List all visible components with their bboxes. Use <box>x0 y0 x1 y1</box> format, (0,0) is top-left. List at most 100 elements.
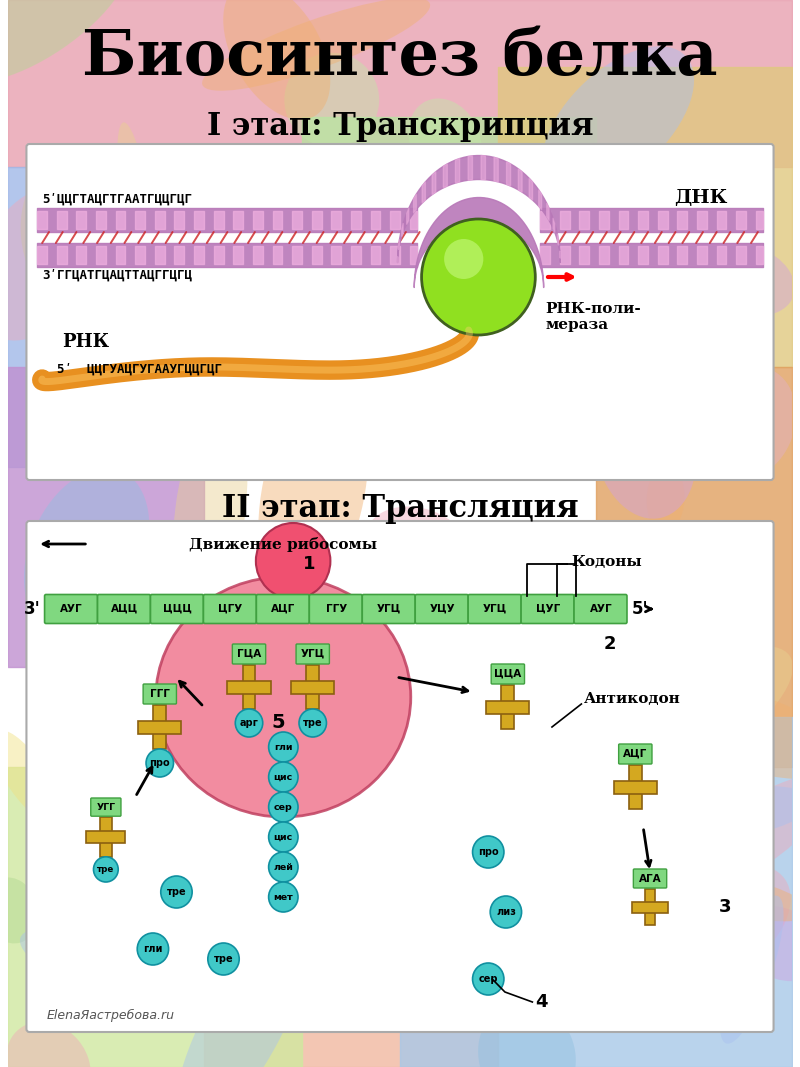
Ellipse shape <box>450 323 543 409</box>
Circle shape <box>269 882 298 912</box>
Ellipse shape <box>175 917 310 1067</box>
Ellipse shape <box>162 211 266 320</box>
Text: цис: цис <box>274 773 293 781</box>
Circle shape <box>256 523 330 599</box>
Text: гли: гли <box>274 743 293 751</box>
Ellipse shape <box>607 205 722 289</box>
Bar <box>291 681 334 694</box>
Ellipse shape <box>152 621 199 822</box>
Ellipse shape <box>702 244 794 316</box>
Ellipse shape <box>156 577 410 817</box>
Ellipse shape <box>423 536 560 696</box>
Text: Антикодон: Антикодон <box>584 692 681 706</box>
Bar <box>486 701 530 714</box>
Ellipse shape <box>235 774 360 864</box>
Circle shape <box>269 822 298 853</box>
Ellipse shape <box>412 858 466 925</box>
Ellipse shape <box>215 722 283 886</box>
Text: 5: 5 <box>272 713 286 732</box>
Text: тре: тре <box>166 887 186 897</box>
Text: сер: сер <box>274 802 293 812</box>
Ellipse shape <box>614 861 800 921</box>
FancyBboxPatch shape <box>143 684 177 704</box>
Circle shape <box>422 219 535 335</box>
FancyBboxPatch shape <box>468 594 521 623</box>
Text: ЦУГ: ЦУГ <box>536 604 560 614</box>
Ellipse shape <box>650 221 731 312</box>
Text: мет: мет <box>274 892 293 902</box>
FancyBboxPatch shape <box>634 869 666 888</box>
Ellipse shape <box>263 612 337 698</box>
Text: цис: цис <box>274 832 293 842</box>
Text: I этап: Транскрипция: I этап: Транскрипция <box>206 111 594 143</box>
Ellipse shape <box>409 98 482 182</box>
Ellipse shape <box>21 163 114 306</box>
Bar <box>645 889 655 925</box>
Ellipse shape <box>542 46 694 194</box>
Bar <box>629 765 642 809</box>
Bar <box>154 705 166 749</box>
Text: 1: 1 <box>303 555 315 573</box>
FancyBboxPatch shape <box>491 664 525 684</box>
Text: ГГУ: ГГУ <box>326 604 347 614</box>
FancyBboxPatch shape <box>362 594 415 623</box>
FancyBboxPatch shape <box>521 594 574 623</box>
Ellipse shape <box>20 928 187 1008</box>
Text: 3': 3' <box>23 600 40 618</box>
FancyBboxPatch shape <box>90 798 121 816</box>
Circle shape <box>269 853 298 882</box>
Text: Кодоны: Кодоны <box>571 555 642 569</box>
Ellipse shape <box>594 376 696 519</box>
Text: УГГ: УГГ <box>96 802 115 812</box>
Circle shape <box>269 792 298 822</box>
Text: АГА: АГА <box>638 874 662 883</box>
FancyBboxPatch shape <box>256 594 310 623</box>
Ellipse shape <box>118 123 164 343</box>
Ellipse shape <box>365 507 470 587</box>
Ellipse shape <box>627 786 800 844</box>
Ellipse shape <box>0 877 38 943</box>
Text: 2: 2 <box>604 635 617 653</box>
Circle shape <box>208 943 239 975</box>
Circle shape <box>299 708 326 737</box>
Ellipse shape <box>93 328 154 401</box>
Text: АУГ: АУГ <box>590 604 612 614</box>
FancyBboxPatch shape <box>26 521 774 1032</box>
Text: ElenaЯастребова.ru: ElenaЯастребова.ru <box>47 1009 175 1022</box>
Ellipse shape <box>0 186 98 340</box>
Circle shape <box>444 239 483 278</box>
Text: лиз: лиз <box>496 907 516 917</box>
FancyBboxPatch shape <box>574 594 627 623</box>
Text: гли: гли <box>143 944 162 954</box>
Ellipse shape <box>110 682 225 831</box>
Circle shape <box>138 933 169 965</box>
Text: лей: лей <box>274 862 294 872</box>
Ellipse shape <box>105 904 292 1002</box>
Ellipse shape <box>223 0 330 120</box>
Ellipse shape <box>150 181 246 276</box>
Text: 3ʹГГЦАТГЦАЦТТАЦГГЦГЦ: 3ʹГГЦАТГЦАЦТТАЦГГЦГЦ <box>42 269 192 282</box>
Bar <box>614 780 657 794</box>
Circle shape <box>161 876 192 908</box>
Circle shape <box>94 857 118 882</box>
FancyBboxPatch shape <box>98 594 150 623</box>
Ellipse shape <box>598 647 793 790</box>
Ellipse shape <box>177 599 358 697</box>
Circle shape <box>473 837 504 867</box>
FancyBboxPatch shape <box>150 594 203 623</box>
Ellipse shape <box>720 895 783 1044</box>
Ellipse shape <box>353 660 502 797</box>
Text: сер: сер <box>478 974 498 984</box>
Text: УЦУ: УЦУ <box>430 604 455 614</box>
Text: тре: тре <box>98 865 114 874</box>
Text: РНК: РНК <box>62 333 109 351</box>
Text: ГЦА: ГЦА <box>237 649 261 659</box>
Text: тре: тре <box>214 954 234 964</box>
Text: арг: арг <box>239 718 258 728</box>
Bar <box>86 831 126 843</box>
Ellipse shape <box>633 681 800 779</box>
Ellipse shape <box>350 302 489 345</box>
Ellipse shape <box>0 730 62 825</box>
FancyBboxPatch shape <box>45 594 98 623</box>
Text: УГЦ: УГЦ <box>377 604 402 614</box>
